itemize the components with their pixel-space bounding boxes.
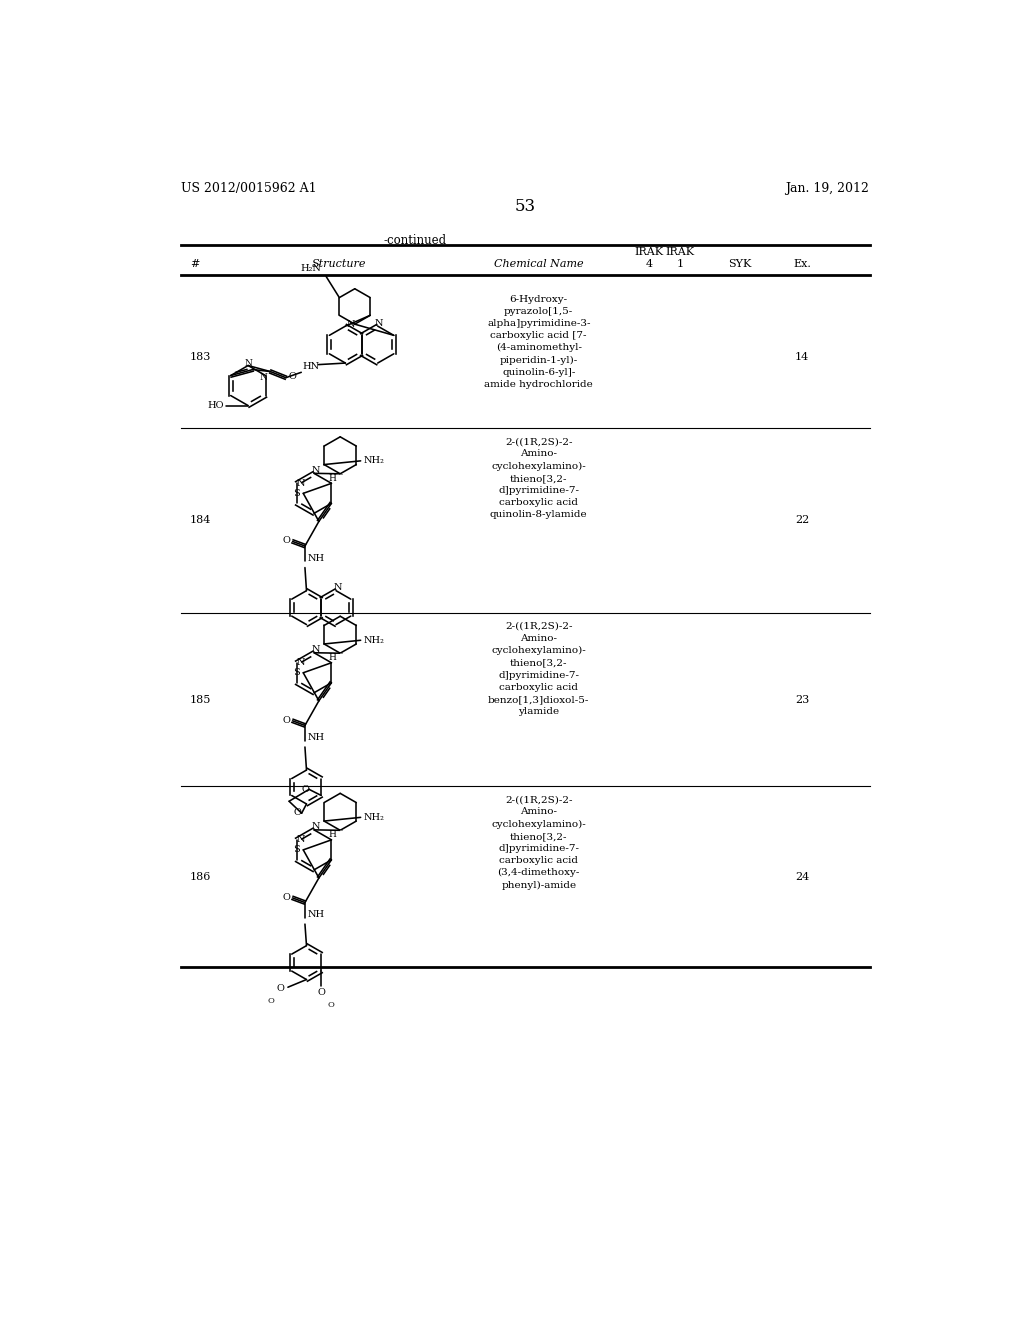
Text: 14: 14: [795, 352, 809, 362]
Text: O: O: [283, 715, 290, 725]
Text: Ex.: Ex.: [794, 259, 811, 268]
Text: N: N: [347, 319, 355, 329]
Text: 184: 184: [190, 515, 211, 525]
Text: Structure: Structure: [311, 259, 366, 268]
Text: HN: HN: [302, 362, 319, 371]
Text: O: O: [317, 989, 326, 997]
Text: S: S: [293, 845, 300, 854]
Text: N: N: [311, 645, 319, 655]
Text: NH: NH: [307, 554, 325, 562]
Text: NH: NH: [307, 733, 325, 742]
Text: IRAK: IRAK: [666, 247, 694, 257]
Text: N: N: [297, 659, 305, 667]
Text: NH: NH: [307, 911, 325, 919]
Text: N: N: [311, 466, 319, 475]
Text: 2-((1R,2S)-2-
Amino-
cyclohexylamino)-
thieno[3,2-
d]pyrimidine-7-
carboxylic ac: 2-((1R,2S)-2- Amino- cyclohexylamino)- t…: [488, 622, 590, 717]
Text: Chemical Name: Chemical Name: [494, 259, 584, 268]
Text: O: O: [288, 372, 296, 381]
Text: 4: 4: [645, 259, 652, 268]
Text: US 2012/0015962 A1: US 2012/0015962 A1: [180, 182, 316, 194]
Text: H₂N: H₂N: [300, 264, 322, 273]
Text: 23: 23: [795, 694, 809, 705]
Text: 1: 1: [676, 259, 683, 268]
Text: O: O: [327, 1001, 334, 1008]
Text: 183: 183: [190, 352, 211, 362]
Text: 186: 186: [190, 871, 211, 882]
Text: N: N: [311, 822, 319, 832]
Text: 2-((1R,2S)-2-
Amino-
cyclohexylamino)-
thieno[3,2-
d]pyrimidine-7-
carboxylic ac: 2-((1R,2S)-2- Amino- cyclohexylamino)- t…: [492, 795, 586, 890]
Text: 53: 53: [514, 198, 536, 215]
Text: S: S: [293, 488, 300, 498]
Text: IRAK: IRAK: [634, 247, 664, 257]
Text: NH₂: NH₂: [364, 457, 384, 466]
Text: N: N: [297, 836, 305, 845]
Text: 185: 185: [190, 694, 211, 705]
Text: N: N: [375, 318, 383, 327]
Text: H: H: [329, 653, 336, 663]
Text: O: O: [276, 985, 284, 993]
Text: 22: 22: [795, 515, 809, 525]
Text: H: H: [329, 830, 336, 840]
Text: O: O: [294, 808, 302, 817]
Text: O: O: [283, 536, 290, 545]
Text: N: N: [245, 359, 253, 368]
Text: O: O: [301, 785, 309, 793]
Text: S: S: [293, 668, 300, 677]
Text: O: O: [267, 997, 274, 1005]
Text: 2-((1R,2S)-2-
Amino-
cyclohexylamino)-
thieno[3,2-
d]pyrimidine-7-
carboxylic ac: 2-((1R,2S)-2- Amino- cyclohexylamino)- t…: [489, 437, 588, 519]
Text: SYK: SYK: [728, 259, 752, 268]
Text: H: H: [329, 474, 336, 483]
Text: Jan. 19, 2012: Jan. 19, 2012: [785, 182, 869, 194]
Text: -continued: -continued: [383, 234, 446, 247]
Text: #: #: [190, 259, 200, 268]
Text: N: N: [259, 372, 267, 381]
Text: N: N: [297, 479, 305, 488]
Text: NH₂: NH₂: [364, 813, 384, 822]
Text: 24: 24: [795, 871, 809, 882]
Text: N: N: [334, 583, 342, 593]
Text: NH₂: NH₂: [364, 636, 384, 644]
Text: HO: HO: [207, 401, 224, 411]
Text: 6-Hydroxy-
pyrazolo[1,5-
alpha]pyrimidine-3-
carboxylic acid [7-
(4-aminomethyl-: 6-Hydroxy- pyrazolo[1,5- alpha]pyrimidin…: [484, 294, 593, 389]
Text: O: O: [283, 892, 290, 902]
